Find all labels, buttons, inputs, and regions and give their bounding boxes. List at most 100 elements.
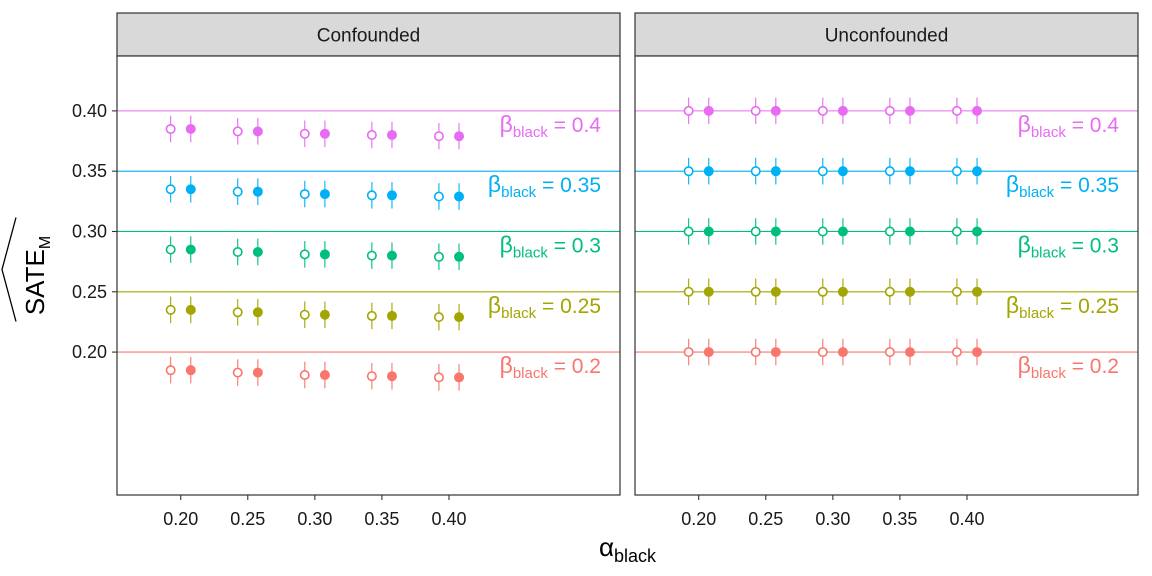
data-point-filled — [454, 251, 465, 262]
data-point-open — [165, 304, 176, 315]
y-tick-label: 0.30 — [72, 221, 107, 241]
data-point-open — [299, 249, 310, 260]
panel-background — [117, 56, 620, 495]
x-tick-label: 0.25 — [230, 509, 265, 529]
beta-label-0.2: βblack = 0.2 — [500, 352, 601, 382]
data-point-filled — [972, 347, 983, 358]
data-point-open — [299, 369, 310, 380]
data-point-filled — [319, 249, 330, 260]
x-tick-label: 0.30 — [297, 509, 332, 529]
data-point-open — [232, 367, 243, 378]
data-point-filled — [319, 309, 330, 320]
data-point-filled — [185, 184, 196, 195]
data-point-open — [951, 347, 962, 358]
data-point-open — [366, 129, 377, 140]
data-point-filled — [454, 131, 465, 142]
data-point-open — [951, 286, 962, 297]
data-point-open — [366, 310, 377, 321]
data-point-open — [433, 191, 444, 202]
data-point-filled — [185, 123, 196, 134]
data-point-filled — [703, 226, 714, 237]
data-point-open — [750, 166, 761, 177]
y-tick-label: 0.25 — [72, 282, 107, 302]
x-tick-label: 0.35 — [364, 509, 399, 529]
data-point-open — [683, 166, 694, 177]
data-point-filled — [770, 166, 781, 177]
data-point-open — [232, 126, 243, 137]
data-point-open — [817, 166, 828, 177]
data-point-filled — [904, 166, 915, 177]
data-point-filled — [386, 129, 397, 140]
data-point-open — [817, 105, 828, 116]
data-point-filled — [972, 166, 983, 177]
beta-label-0.25: βblack = 0.25 — [488, 292, 601, 322]
data-point-open — [750, 226, 761, 237]
panel-unconfounded: Unconfounded βblack = 0.2 βblack = 0.25 βbl… — [634, 12, 1139, 529]
data-point-open — [951, 105, 962, 116]
data-point-open — [683, 286, 694, 297]
data-point-filled — [837, 105, 848, 116]
data-point-filled — [252, 186, 263, 197]
beta-label-0.3: βblack = 0.3 — [1018, 231, 1119, 261]
data-point-filled — [703, 286, 714, 297]
panel-confounded: Confounded βblack = 0.2 βblack = 0.25 βblac… — [116, 12, 621, 529]
panel-strip — [116, 12, 621, 57]
data-point-open — [299, 309, 310, 320]
data-point-filled — [185, 244, 196, 255]
x-tick-label: 0.25 — [748, 509, 783, 529]
data-point-filled — [837, 286, 848, 297]
data-point-filled — [319, 128, 330, 139]
data-point-filled — [904, 347, 915, 358]
data-point-open — [232, 186, 243, 197]
data-point-filled — [252, 367, 263, 378]
data-point-open — [750, 347, 761, 358]
data-point-open — [433, 251, 444, 262]
data-point-filled — [252, 126, 263, 137]
data-point-filled — [972, 286, 983, 297]
data-point-open — [750, 286, 761, 297]
data-point-open — [683, 347, 694, 358]
data-point-filled — [770, 226, 781, 237]
data-point-filled — [703, 166, 714, 177]
data-point-filled — [319, 369, 330, 380]
data-point-filled — [319, 189, 330, 200]
beta-label-0.2: βblack = 0.2 — [1018, 352, 1119, 382]
y-tick-label: 0.40 — [72, 101, 107, 121]
y-axis-title: SATEM — [20, 236, 54, 315]
panel-strip-title: Confounded — [317, 26, 421, 47]
data-point-filled — [904, 226, 915, 237]
data-point-filled — [837, 166, 848, 177]
data-point-filled — [770, 105, 781, 116]
panel-border — [116, 55, 621, 496]
data-point-open — [884, 166, 895, 177]
data-point-open — [433, 131, 444, 142]
beta-label-0.4: βblack = 0.4 — [1018, 111, 1120, 141]
data-point-filled — [252, 307, 263, 318]
data-point-filled — [770, 347, 781, 358]
data-point-open — [951, 166, 962, 177]
hat-accent — [1, 217, 17, 322]
beta-label-0.35: βblack = 0.35 — [488, 171, 601, 201]
data-point-open — [884, 286, 895, 297]
data-point-open — [366, 250, 377, 261]
data-point-open — [232, 307, 243, 318]
data-point-filled — [185, 365, 196, 376]
data-point-filled — [837, 226, 848, 237]
data-point-filled — [703, 347, 714, 358]
x-tick-label: 0.20 — [163, 509, 198, 529]
data-point-filled — [386, 190, 397, 201]
data-point-open — [232, 246, 243, 257]
x-tick-label: 0.40 — [949, 509, 984, 529]
beta-label-0.35: βblack = 0.35 — [1006, 171, 1119, 201]
data-point-open — [951, 226, 962, 237]
x-tick-label: 0.35 — [882, 509, 917, 529]
data-point-open — [299, 128, 310, 139]
x-tick-label: 0.20 — [681, 509, 716, 529]
data-point-open — [165, 244, 176, 255]
data-point-open — [817, 226, 828, 237]
panel-background — [635, 56, 1138, 495]
data-point-open — [750, 105, 761, 116]
x-tick-label: 0.40 — [431, 509, 466, 529]
data-point-filled — [972, 105, 983, 116]
x-axis-title: αblack — [599, 532, 657, 566]
